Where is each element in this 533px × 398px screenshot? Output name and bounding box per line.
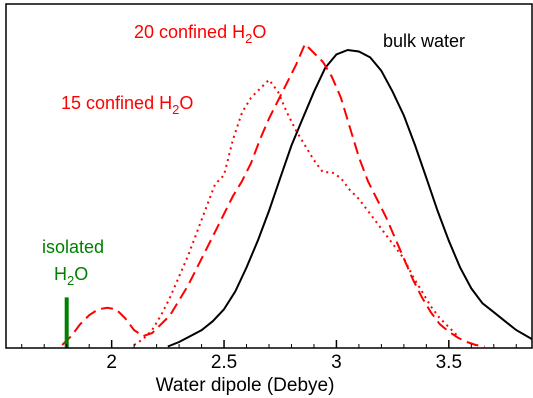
label-15-end: O xyxy=(179,93,193,113)
x-axis-label: Water dipole (Debye) xyxy=(156,375,335,396)
label-isolated-water: H2O xyxy=(54,264,88,288)
series-line-1-solid xyxy=(167,48,533,348)
label-20-main: 20 confined H xyxy=(134,22,245,42)
label-isolated-line1: isolated xyxy=(42,237,104,257)
label-20-end: O xyxy=(252,22,266,42)
series-line-2-dashed xyxy=(61,42,485,348)
x-axis: 2 2.5 3 3.5 xyxy=(21,340,517,373)
plot-frame xyxy=(5,3,533,349)
x-tick-label-1: 2.5 xyxy=(211,352,237,373)
plot-area xyxy=(61,42,533,348)
label-iso-end: O xyxy=(74,264,88,284)
x-tick-label-2: 3 xyxy=(331,352,342,373)
x-tick-label-0: 2 xyxy=(106,352,117,373)
label-15-main: 15 confined H xyxy=(61,93,172,113)
x-tick-label-3: 3.5 xyxy=(436,352,462,373)
label-20-confined-water: 20 confined H2O xyxy=(134,22,266,46)
label-iso-subscript: 2 xyxy=(67,273,74,288)
label-iso-main: H xyxy=(54,264,67,284)
label-20-subscript: 2 xyxy=(245,31,252,46)
label-15-confined-water: 15 confined H2O xyxy=(61,93,193,117)
label-15-subscript: 2 xyxy=(172,102,179,117)
label-bulk-water: bulk water xyxy=(383,31,465,51)
series-line-3-dotted xyxy=(133,78,459,346)
